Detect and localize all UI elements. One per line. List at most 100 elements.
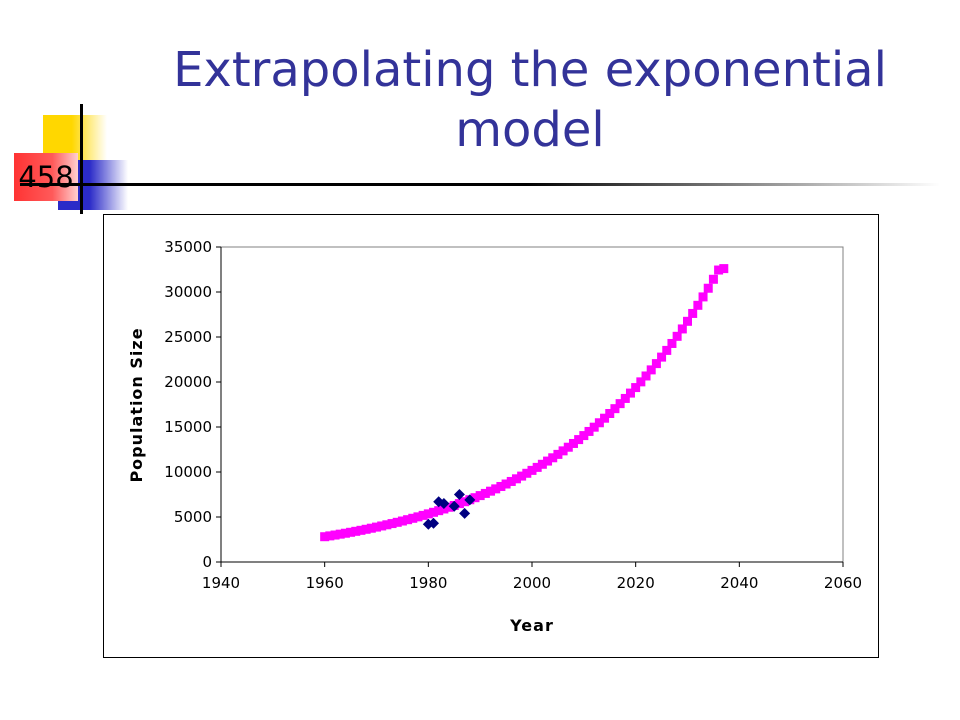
model-point <box>563 442 573 452</box>
model-point <box>377 521 387 531</box>
model-point <box>429 507 439 517</box>
model-point <box>527 465 537 475</box>
model-point <box>605 409 615 418</box>
observed-point <box>438 498 450 509</box>
model-point <box>651 359 661 369</box>
plot-area <box>220 246 844 563</box>
model-point <box>340 528 350 538</box>
slide-title: Extrapolating the exponential model <box>140 40 920 160</box>
model-point <box>657 352 667 362</box>
x-tick-label: 2020 <box>617 574 655 592</box>
model-point <box>361 524 371 534</box>
observed-point <box>459 507 471 519</box>
model-point <box>366 523 376 533</box>
model-point <box>662 345 672 355</box>
model-point <box>610 404 620 414</box>
x-tick-label: 2000 <box>513 574 551 592</box>
model-point <box>667 338 677 348</box>
model-point <box>470 493 480 503</box>
y-tick-label: 35000 <box>164 238 212 256</box>
model-point <box>454 499 464 509</box>
model-point <box>408 513 418 523</box>
model-point <box>698 292 708 302</box>
x-tick-label: 1940 <box>202 574 240 592</box>
model-point <box>413 512 423 522</box>
model-point <box>356 525 366 535</box>
model-point <box>460 497 470 507</box>
model-point <box>589 422 599 432</box>
model-point <box>688 308 698 318</box>
data-markers <box>320 264 729 542</box>
y-tick-label: 5000 <box>174 508 212 526</box>
model-point <box>501 479 511 489</box>
model-point <box>641 371 651 381</box>
x-tick-label: 2060 <box>824 574 862 592</box>
x-tick-label: 1980 <box>409 574 447 592</box>
model-point <box>372 522 381 532</box>
model-point <box>693 300 703 310</box>
model-point <box>703 283 713 293</box>
model-point <box>532 462 542 472</box>
model-point <box>636 377 646 387</box>
model-point <box>714 265 724 275</box>
model-point <box>522 468 532 478</box>
observed-point <box>428 517 440 529</box>
model-point <box>387 519 397 529</box>
model-point <box>517 471 527 481</box>
model-point <box>418 510 428 520</box>
slide-number: 458 <box>18 160 74 194</box>
model-point <box>584 426 594 436</box>
model-point <box>558 446 568 456</box>
model-point <box>683 316 692 326</box>
model-point <box>335 529 345 539</box>
model-point <box>397 516 407 526</box>
observed-point <box>448 500 460 512</box>
model-point <box>351 526 361 536</box>
model-point <box>491 484 501 494</box>
y-tick-label: 30000 <box>164 283 212 301</box>
model-point <box>320 532 330 542</box>
model-point <box>625 388 635 398</box>
red-accent-square <box>14 153 78 201</box>
chart-frame: 0 5000 10000 15000 20000 25000 30000 35000 1940 1… <box>103 214 879 658</box>
model-point <box>543 456 553 466</box>
y-axis-title: Population Size <box>127 327 146 482</box>
model-point <box>568 438 578 448</box>
model-point <box>346 527 356 537</box>
observed-point <box>464 494 476 506</box>
model-point <box>382 520 392 530</box>
y-tick-label: 10000 <box>164 463 212 481</box>
model-point <box>480 488 490 498</box>
x-axis-title: Year <box>509 616 554 635</box>
model-point <box>403 515 413 525</box>
model-point <box>600 413 610 423</box>
model-point <box>719 264 729 274</box>
model-point <box>594 418 604 428</box>
model-point <box>330 530 340 540</box>
title-underline <box>20 183 940 186</box>
model-point <box>548 453 558 463</box>
slide-title-line-2: model <box>455 102 605 158</box>
model-point <box>620 393 630 403</box>
model-point <box>506 476 516 486</box>
model-point <box>486 486 496 496</box>
model-point <box>496 481 506 491</box>
x-tick-label: 1960 <box>306 574 344 592</box>
model-point <box>579 431 589 441</box>
y-tick-label: 20000 <box>164 373 212 391</box>
model-point <box>325 531 335 541</box>
model-point <box>434 506 444 516</box>
model-point <box>475 491 485 501</box>
model-point <box>708 274 718 284</box>
vertical-accent-line <box>80 104 83 214</box>
model-point <box>537 459 547 469</box>
observed-point <box>453 489 465 500</box>
model-point <box>392 517 402 527</box>
x-tick-label: 2040 <box>720 574 758 592</box>
slide-title-line-1: Extrapolating the exponential <box>173 42 887 98</box>
model-point <box>511 474 521 484</box>
model-point <box>677 324 687 334</box>
axis-ticks: 0 5000 10000 15000 20000 25000 30000 35000 1940 1… <box>164 238 862 592</box>
model-point <box>423 509 433 519</box>
y-tick-label: 25000 <box>164 328 212 346</box>
